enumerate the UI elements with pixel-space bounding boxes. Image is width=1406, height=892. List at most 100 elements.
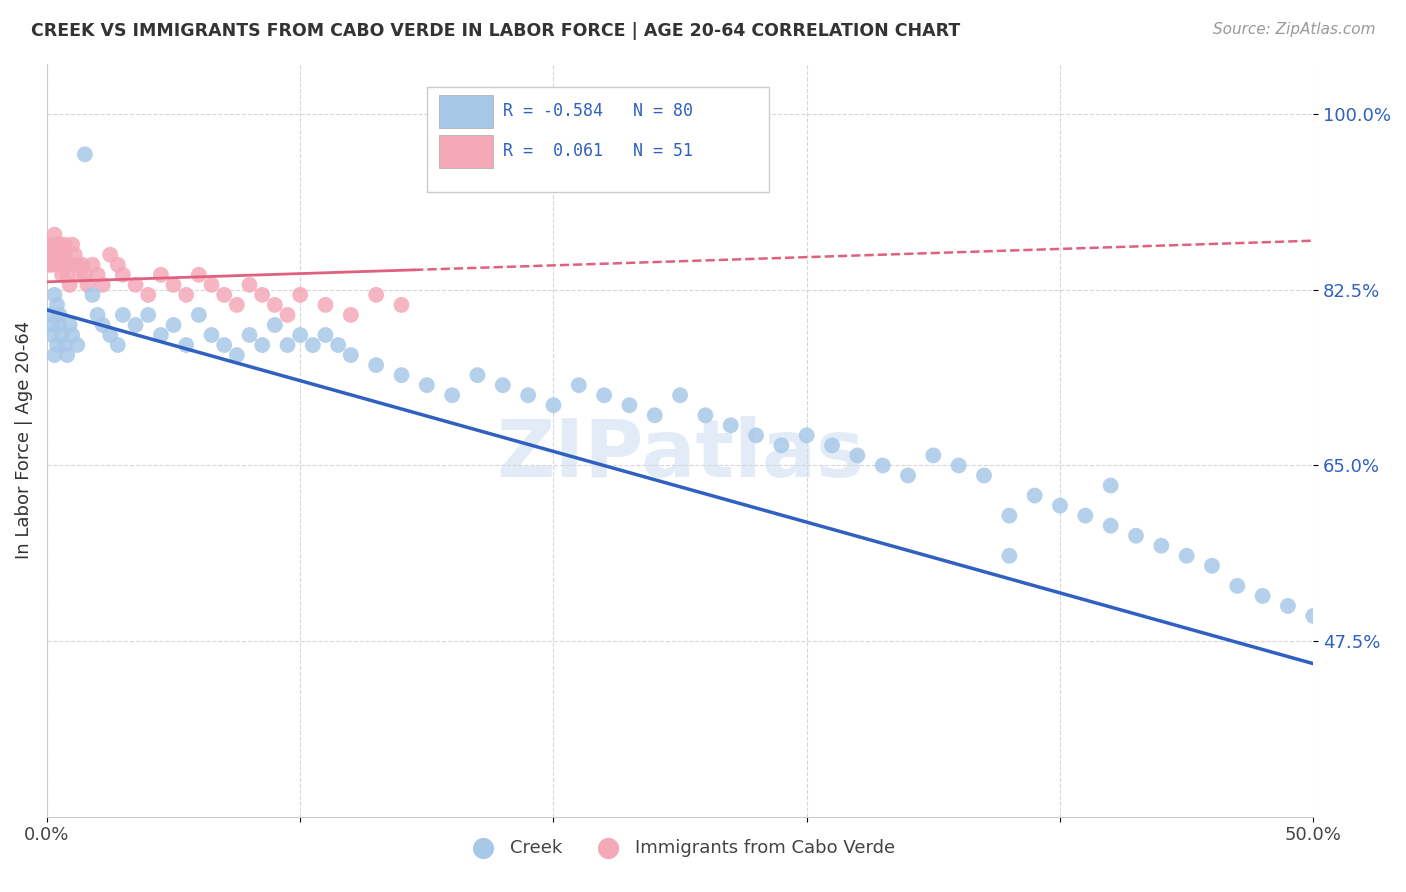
Point bbox=[593, 388, 616, 402]
Point bbox=[328, 338, 350, 352]
Point bbox=[276, 338, 298, 352]
Point bbox=[162, 277, 184, 292]
Point bbox=[60, 328, 83, 343]
Point bbox=[46, 248, 69, 262]
Point bbox=[66, 258, 89, 272]
Point bbox=[44, 237, 66, 252]
Point bbox=[745, 428, 768, 442]
Point bbox=[467, 368, 489, 383]
Point bbox=[315, 298, 337, 312]
Point bbox=[416, 378, 439, 392]
Point bbox=[59, 277, 82, 292]
Point bbox=[98, 328, 121, 343]
Point bbox=[187, 268, 209, 282]
Point bbox=[44, 348, 66, 362]
FancyBboxPatch shape bbox=[427, 87, 769, 192]
Point bbox=[48, 318, 70, 332]
Point bbox=[492, 378, 515, 392]
Point bbox=[288, 288, 311, 302]
Point bbox=[56, 348, 79, 362]
Point bbox=[56, 258, 79, 272]
Point bbox=[73, 268, 96, 282]
Point bbox=[796, 428, 818, 442]
Point bbox=[315, 328, 337, 343]
Point bbox=[366, 288, 388, 302]
Point bbox=[225, 298, 247, 312]
Point bbox=[63, 248, 86, 262]
Point bbox=[276, 308, 298, 322]
Point bbox=[872, 458, 894, 473]
Point bbox=[200, 328, 222, 343]
Point bbox=[149, 328, 172, 343]
Point bbox=[212, 288, 235, 302]
Point bbox=[187, 308, 209, 322]
Point bbox=[1201, 558, 1223, 573]
Point bbox=[1099, 478, 1122, 492]
Point bbox=[41, 258, 63, 272]
Point bbox=[41, 328, 63, 343]
Text: R = -0.584   N = 80: R = -0.584 N = 80 bbox=[503, 103, 693, 120]
Point bbox=[543, 398, 565, 412]
Point bbox=[1150, 539, 1173, 553]
Point bbox=[41, 318, 63, 332]
Point bbox=[250, 288, 273, 302]
Point bbox=[1099, 518, 1122, 533]
Point bbox=[174, 338, 197, 352]
Point bbox=[86, 268, 108, 282]
Point bbox=[238, 277, 260, 292]
Point bbox=[770, 438, 793, 452]
Point bbox=[846, 449, 869, 463]
Legend: Creek, Immigrants from Cabo Verde: Creek, Immigrants from Cabo Verde bbox=[458, 831, 903, 864]
Point bbox=[38, 248, 60, 262]
Point bbox=[46, 298, 69, 312]
Point bbox=[73, 147, 96, 161]
Point bbox=[301, 338, 323, 352]
Point bbox=[91, 277, 114, 292]
Point bbox=[44, 288, 66, 302]
Text: Source: ZipAtlas.com: Source: ZipAtlas.com bbox=[1212, 22, 1375, 37]
Point bbox=[48, 237, 70, 252]
Point bbox=[149, 268, 172, 282]
Point bbox=[922, 449, 945, 463]
Point bbox=[136, 308, 159, 322]
Point bbox=[1251, 589, 1274, 603]
Point bbox=[1277, 599, 1299, 613]
Point bbox=[1302, 609, 1324, 624]
Text: ZIPatlas: ZIPatlas bbox=[496, 417, 865, 494]
Point bbox=[59, 318, 82, 332]
Point bbox=[53, 237, 76, 252]
Point bbox=[250, 338, 273, 352]
Point bbox=[225, 348, 247, 362]
Point bbox=[1125, 529, 1147, 543]
Point bbox=[72, 258, 94, 272]
Point bbox=[98, 248, 121, 262]
Point bbox=[48, 248, 70, 262]
Point bbox=[669, 388, 692, 402]
Point bbox=[288, 328, 311, 343]
Point bbox=[998, 508, 1021, 523]
Point bbox=[124, 277, 146, 292]
Point bbox=[695, 409, 717, 423]
Point bbox=[619, 398, 641, 412]
Point bbox=[720, 418, 742, 433]
Point bbox=[174, 288, 197, 302]
Point bbox=[51, 268, 73, 282]
Point bbox=[263, 298, 285, 312]
Point bbox=[46, 258, 69, 272]
Point bbox=[48, 308, 70, 322]
Point bbox=[53, 248, 76, 262]
Point bbox=[66, 338, 89, 352]
Point bbox=[212, 338, 235, 352]
Point bbox=[44, 248, 66, 262]
Point bbox=[340, 348, 363, 362]
Y-axis label: In Labor Force | Age 20-64: In Labor Force | Age 20-64 bbox=[15, 321, 32, 559]
Point bbox=[391, 368, 413, 383]
Point bbox=[41, 248, 63, 262]
Point bbox=[53, 338, 76, 352]
Text: R =  0.061   N = 51: R = 0.061 N = 51 bbox=[503, 143, 693, 161]
Point bbox=[60, 237, 83, 252]
Point bbox=[124, 318, 146, 332]
Point bbox=[82, 258, 104, 272]
Point bbox=[91, 318, 114, 332]
FancyBboxPatch shape bbox=[440, 135, 492, 168]
